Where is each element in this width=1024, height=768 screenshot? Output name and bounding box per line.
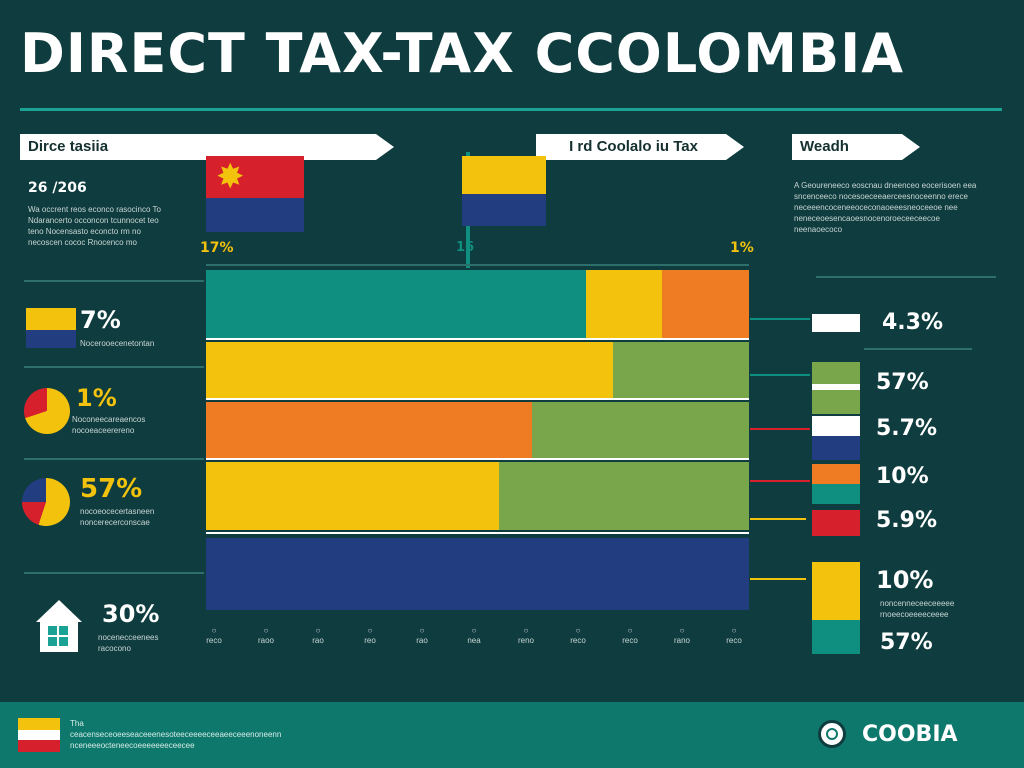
legend-swatch-teal-2 [812, 620, 860, 654]
tick-label: ○ rao [416, 626, 428, 645]
connector-3 [750, 428, 810, 430]
bar-row-5 [206, 538, 749, 610]
left-divider-3 [24, 458, 204, 460]
title-rule [20, 108, 1002, 111]
connector-1 [750, 318, 810, 320]
pie-chart-icon [24, 388, 70, 434]
legend-swatch-yellow [812, 562, 860, 620]
chart-axis-label-center: 16 [456, 240, 475, 255]
connector-4 [750, 480, 810, 482]
stat-note-2: Noconeecareaencos nocoeaceerereno [72, 415, 146, 435]
year-label: 26 /206 [28, 180, 87, 196]
left-divider-2 [24, 366, 204, 368]
house-icon [34, 598, 84, 654]
bar-row-2 [206, 342, 749, 398]
right-value-3: 5.7% [876, 416, 938, 441]
legend-swatch-green-2 [812, 390, 860, 414]
legend-swatch-teal [812, 484, 860, 504]
left-note: Wa occrent reos econco rasocinco To Ndar… [28, 205, 161, 247]
bar-segment-1-2 [586, 270, 663, 338]
pie-chart-icon [22, 478, 70, 526]
bar-segment-1-1 [206, 270, 587, 338]
legend-swatch-white-2 [812, 416, 860, 436]
bar-segment-3-2 [531, 402, 749, 458]
right-note: A Geoureneeco eoscnau dneenceo eocerisoe… [794, 181, 977, 234]
flag-center [462, 156, 546, 226]
legend-swatch-green [812, 362, 860, 384]
tick-label: ○ reno [517, 626, 534, 645]
tick-label: ○ reco [206, 626, 222, 645]
stat-note-4: nocenecceenees racocono [98, 633, 159, 653]
section-label-left: Dirce tasiia [20, 134, 394, 160]
tick-label: ○ reco [622, 626, 638, 645]
bar-row-3 [206, 402, 749, 458]
right-value-1: 4.3% [882, 310, 944, 335]
bar-separator-3 [206, 458, 749, 460]
footer-bar [0, 702, 1024, 768]
right-value-5: 5.9% [876, 508, 938, 533]
footer-note: Tha ceacenseceoeeseaceeenesoteeceeeeceea… [70, 719, 282, 750]
connector-2 [750, 374, 810, 376]
bar-segment-2-2 [613, 342, 749, 398]
connector-6 [750, 578, 806, 580]
stat-value-1: 7% [80, 306, 121, 334]
legend-swatch-white [812, 314, 860, 332]
chart-axis-label-left: 17% [200, 240, 234, 256]
stat-value-2: 1% [76, 384, 117, 412]
legend-swatch-white-stripe [812, 384, 860, 390]
bar-segment-4-1 [206, 462, 500, 530]
left-divider-4 [24, 572, 204, 574]
right-divider-2 [864, 348, 972, 350]
right-value-6: 10% [876, 566, 934, 594]
connector-5 [750, 518, 806, 520]
bar-segment-4-2 [499, 462, 749, 530]
tick-label: ○ nea [467, 626, 481, 645]
legend-swatch-red [812, 510, 860, 536]
tick-label: ○ rano [673, 626, 690, 645]
tick-label: ○ reo [364, 626, 376, 645]
right-value-2: 57% [876, 370, 929, 395]
stat-note-3: nocoeocecertasneen noncerecerconscae [80, 507, 155, 527]
flag-swatch-icon [26, 308, 76, 348]
stat-value-4: 30% [102, 600, 160, 628]
right-value-4: 10% [876, 464, 929, 489]
bar-separator-2 [206, 398, 749, 400]
stat-note-1: Nocerooecenetontan [80, 339, 155, 348]
page-title: DIRECT TAX-TAX CCOLOMBIA [20, 22, 904, 85]
bar-segment-5-1 [206, 538, 749, 610]
star-icon: ✸ [216, 158, 245, 196]
bar-separator-4 [206, 532, 749, 534]
tick-label: ○ reco [726, 626, 742, 645]
legend-swatch-navy [812, 436, 860, 460]
right-value-note: noncenneceeceeeee rnoeecoeeeeceeee [880, 599, 955, 619]
bar-segment-3-1 [206, 402, 532, 458]
flag-left: ✸ [206, 156, 304, 232]
right-value-7: 57% [880, 630, 933, 655]
stat-value-3: 57% [80, 474, 143, 504]
section-label-right: Weadh [792, 134, 920, 160]
tick-label: ○ raoo [257, 626, 274, 645]
bar-separator-1 [206, 338, 749, 340]
tick-label: ○ reco [570, 626, 586, 645]
legend-swatch-orange [812, 464, 860, 484]
tick-label: ○ rao [312, 626, 324, 645]
bar-row-4 [206, 462, 749, 530]
right-divider-1 [816, 276, 996, 278]
bar-segment-1-3 [662, 270, 749, 338]
chart-axis-label-right: 1% [730, 240, 754, 256]
section-label-center: I rd Coolalo iu Tax [536, 134, 744, 160]
bar-row-1 [206, 270, 749, 338]
bar-segment-2-1 [206, 342, 614, 398]
chart-top-line [206, 264, 749, 266]
footer-flag-icon [18, 718, 60, 752]
footer-brand: COOBIA [862, 722, 958, 747]
left-divider-1 [24, 280, 204, 282]
brand-logo-icon [818, 720, 846, 748]
